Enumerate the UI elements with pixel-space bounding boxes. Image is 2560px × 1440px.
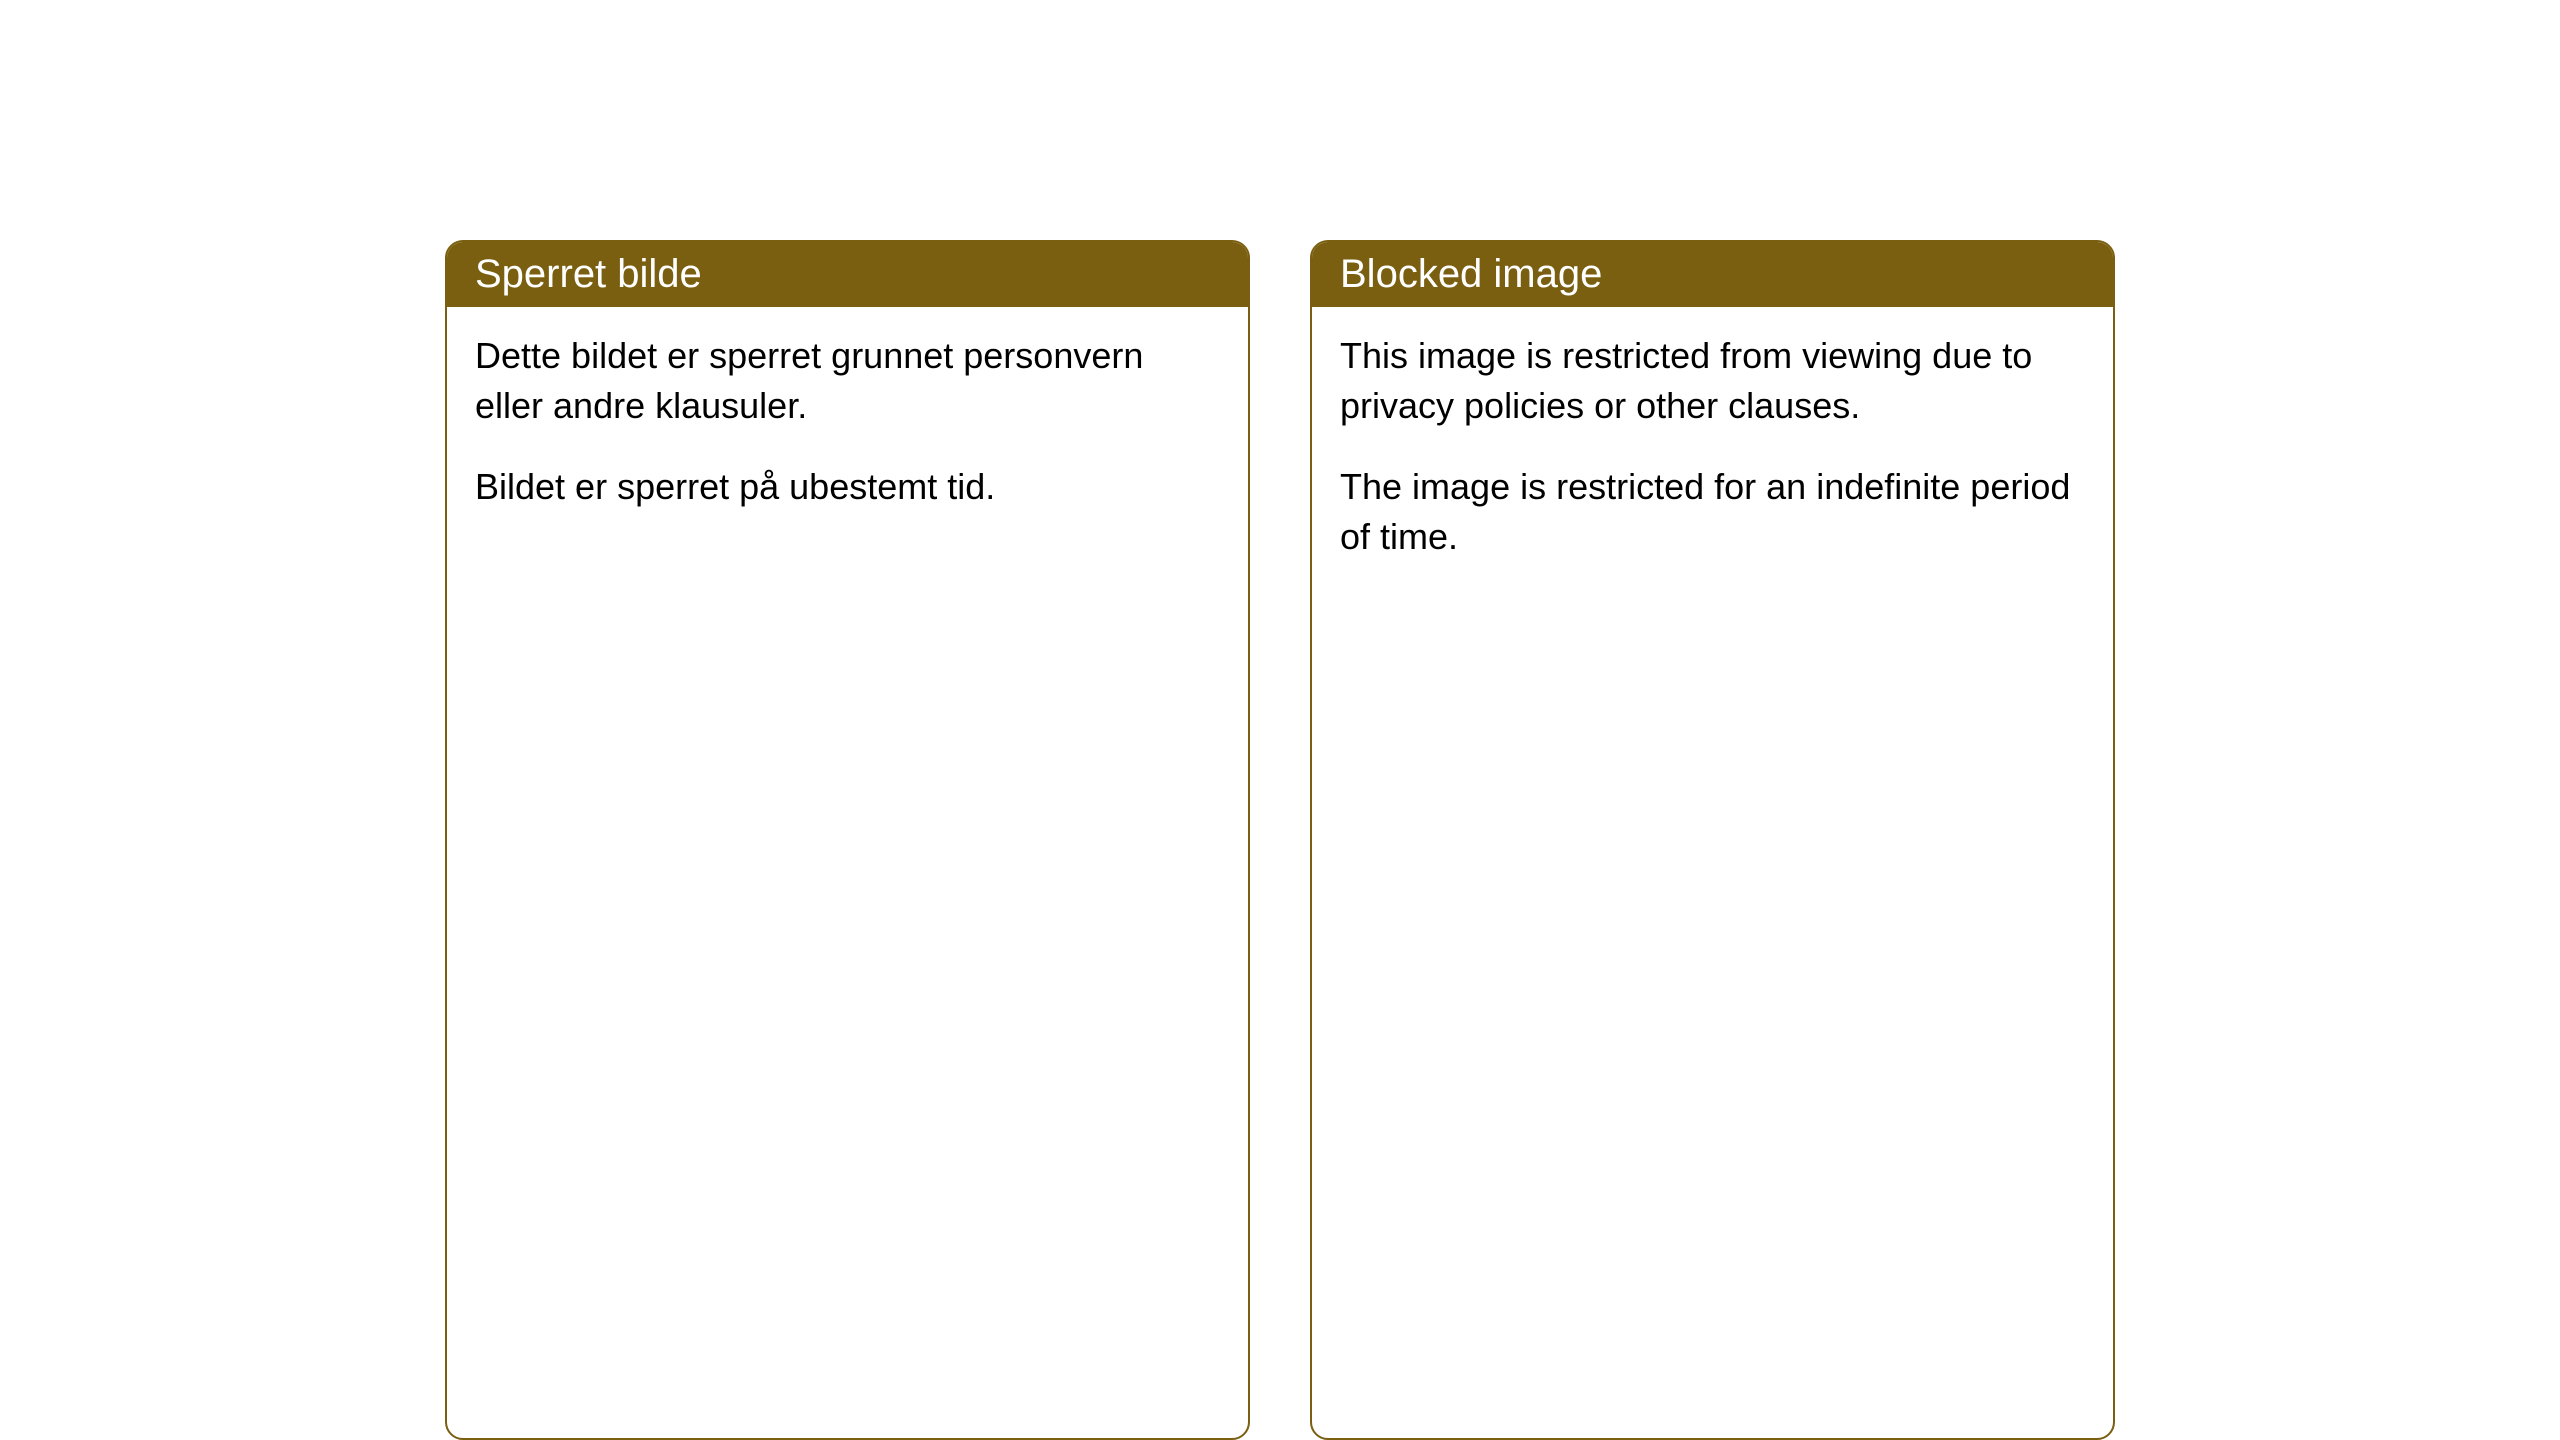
card-paragraph-2: Bildet er sperret på ubestemt tid. [475, 462, 1220, 512]
card-header: Sperret bilde [447, 242, 1248, 307]
card-paragraph-1: Dette bildet er sperret grunnet personve… [475, 331, 1220, 432]
card-title: Sperret bilde [475, 252, 702, 296]
card-paragraph-2: The image is restricted for an indefinit… [1340, 462, 2085, 563]
blocked-image-card-norwegian: Sperret bilde Dette bildet er sperret gr… [445, 240, 1250, 1440]
blocked-image-card-english: Blocked image This image is restricted f… [1310, 240, 2115, 1440]
card-title: Blocked image [1340, 252, 1602, 296]
card-container: Sperret bilde Dette bildet er sperret gr… [445, 240, 2115, 1440]
card-body: This image is restricted from viewing du… [1312, 307, 2113, 603]
card-paragraph-1: This image is restricted from viewing du… [1340, 331, 2085, 432]
card-body: Dette bildet er sperret grunnet personve… [447, 307, 1248, 552]
card-header: Blocked image [1312, 242, 2113, 307]
